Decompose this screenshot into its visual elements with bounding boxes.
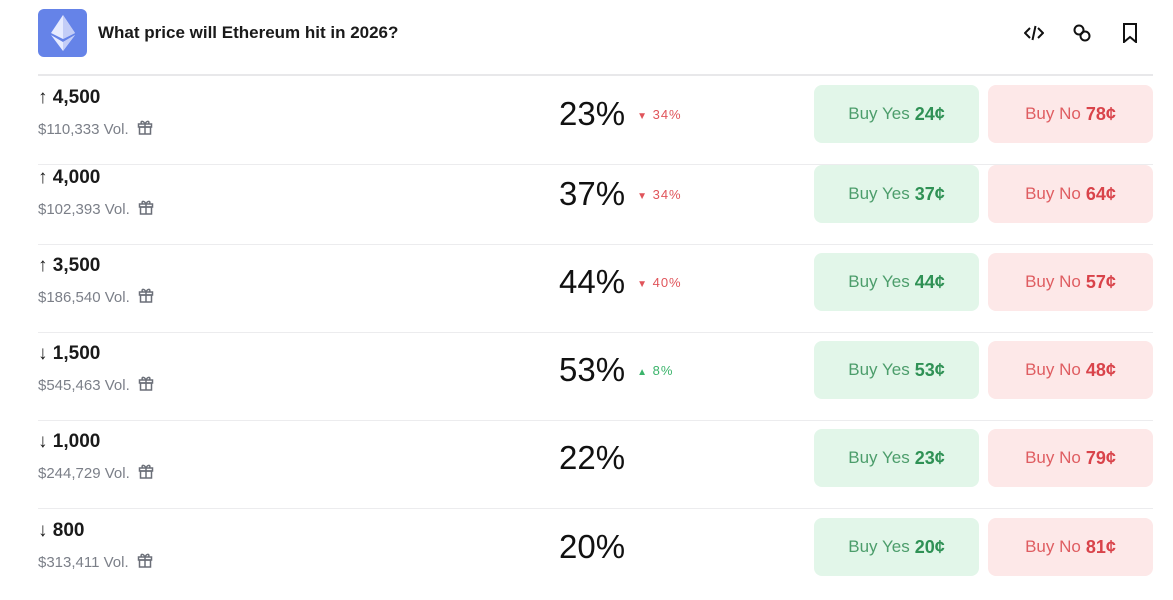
market-label: ↓ 1,500	[38, 343, 100, 365]
buy-yes-button[interactable]: Buy Yes 53¢	[814, 341, 979, 399]
volume: $313,411 Vol.	[38, 553, 129, 571]
arrow-icon: ↓	[38, 431, 48, 452]
change-value: 34%	[652, 186, 682, 202]
chance-percent: 53%	[559, 351, 626, 388]
change-value: 34%	[652, 106, 682, 122]
market-label: ↓ 800	[38, 520, 84, 542]
arrow-icon: ↓	[38, 343, 48, 364]
yes-price: 23¢	[914, 447, 945, 468]
buy-no-button[interactable]: Buy No 81¢	[988, 518, 1153, 576]
yes-price: 20¢	[914, 536, 945, 557]
market-threshold: 1,000	[52, 431, 101, 452]
no-price: 81¢	[1085, 536, 1116, 557]
buy-yes-button[interactable]: Buy Yes 44¢	[814, 253, 979, 311]
arrow-icon: ↑	[38, 255, 48, 276]
triangle-down-icon: ▼	[637, 278, 648, 290]
market-threshold: 4,000	[52, 167, 101, 188]
market-label: ↑ 3,500	[38, 255, 100, 277]
change-badge: ▼ 40%	[637, 275, 682, 290]
buy-no-label: Buy No	[1025, 537, 1081, 556]
yes-price: 44¢	[914, 271, 945, 292]
market-row[interactable]: ↑ 3,500 $186,540 Vol. 44% ▼ 40% Buy Yes 44…	[38, 245, 1153, 333]
buy-no-label: Buy No	[1025, 448, 1081, 467]
volume: $110,333 Vol.	[38, 120, 129, 138]
buy-yes-label: Buy Yes	[848, 184, 910, 203]
gift-icon[interactable]	[138, 463, 154, 483]
gift-icon[interactable]	[138, 375, 154, 395]
gift-icon[interactable]	[138, 199, 154, 219]
market-row[interactable]: ↓ 1,000 $244,729 Vol. 22% Buy Yes 23¢ Buy…	[38, 421, 1153, 509]
market-label: ↑ 4,000	[38, 167, 100, 189]
buy-yes-label: Buy Yes	[848, 104, 910, 123]
gift-icon[interactable]	[137, 119, 153, 139]
volume: $244,729 Vol.	[38, 464, 130, 482]
volume: $545,463 Vol.	[38, 376, 130, 394]
buy-no-button[interactable]: Buy No 78¢	[988, 85, 1153, 143]
change-badge: ▲ 8%	[637, 363, 673, 378]
change-badge: ▼ 34%	[637, 107, 682, 122]
market-threshold: 800	[52, 520, 85, 541]
arrow-icon: ↑	[38, 87, 48, 108]
buy-yes-label: Buy Yes	[848, 537, 910, 556]
embed-code-icon[interactable]	[1023, 22, 1045, 44]
market-label: ↓ 1,000	[38, 431, 100, 453]
market-threshold: 3,500	[52, 255, 101, 276]
chance-percent: 37%	[559, 175, 626, 212]
change-value: 40%	[652, 274, 682, 290]
buy-yes-button[interactable]: Buy Yes 20¢	[814, 518, 979, 576]
link-icon[interactable]	[1071, 22, 1093, 44]
buy-yes-button[interactable]: Buy Yes 37¢	[814, 165, 979, 223]
yes-price: 37¢	[914, 183, 945, 204]
buy-yes-label: Buy Yes	[848, 272, 910, 291]
chance-percent: 44%	[559, 263, 626, 300]
no-price: 57¢	[1085, 271, 1116, 292]
buy-no-label: Buy No	[1025, 104, 1081, 123]
buy-no-label: Buy No	[1025, 360, 1081, 379]
no-price: 48¢	[1085, 359, 1116, 380]
market-row[interactable]: ↓ 800 $313,411 Vol. 20% Buy Yes 20¢ Buy N…	[38, 510, 1153, 598]
buy-no-button[interactable]: Buy No 64¢	[988, 165, 1153, 223]
market-header: What price will Ethereum hit in 2026?	[38, 9, 1153, 76]
gift-icon[interactable]	[137, 552, 153, 572]
buy-yes-button[interactable]: Buy Yes 23¢	[814, 429, 979, 487]
volume: $102,393 Vol.	[38, 200, 130, 218]
triangle-up-icon: ▲	[637, 366, 648, 378]
yes-price: 24¢	[914, 103, 945, 124]
volume: $186,540 Vol.	[38, 288, 130, 306]
triangle-down-icon: ▼	[637, 190, 648, 202]
market-row[interactable]: ↑ 4,500 $110,333 Vol. 23% ▼ 34% Buy Yes 24…	[38, 77, 1153, 165]
buy-no-button[interactable]: Buy No 79¢	[988, 429, 1153, 487]
chance-percent: 23%	[559, 95, 626, 132]
buy-no-button[interactable]: Buy No 48¢	[988, 341, 1153, 399]
change-value: 8%	[652, 362, 674, 378]
buy-yes-button[interactable]: Buy Yes 24¢	[814, 85, 979, 143]
chance-percent: 20%	[559, 528, 626, 565]
arrow-icon: ↓	[38, 520, 48, 541]
market-threshold: 1,500	[52, 343, 101, 364]
market-threshold: 4,500	[52, 87, 101, 108]
page-title: What price will Ethereum hit in 2026?	[98, 23, 399, 42]
buy-yes-label: Buy Yes	[848, 448, 910, 467]
bookmark-icon[interactable]	[1119, 22, 1141, 44]
triangle-down-icon: ▼	[637, 110, 648, 122]
no-price: 78¢	[1085, 103, 1116, 124]
market-label: ↑ 4,500	[38, 87, 100, 109]
gift-icon[interactable]	[138, 287, 154, 307]
change-badge: ▼ 34%	[637, 187, 682, 202]
market-row[interactable]: ↓ 1,500 $545,463 Vol. 53% ▲ 8% Buy Yes 53¢…	[38, 333, 1153, 421]
arrow-icon: ↑	[38, 167, 48, 188]
buy-no-label: Buy No	[1025, 272, 1081, 291]
buy-no-label: Buy No	[1025, 184, 1081, 203]
buy-no-button[interactable]: Buy No 57¢	[988, 253, 1153, 311]
market-row[interactable]: ↑ 4,000 $102,393 Vol. 37% ▼ 34% Buy Yes 37…	[38, 157, 1153, 245]
no-price: 79¢	[1085, 447, 1116, 468]
buy-yes-label: Buy Yes	[848, 360, 910, 379]
chance-percent: 22%	[559, 439, 626, 476]
ethereum-logo-icon	[38, 9, 87, 57]
no-price: 64¢	[1085, 183, 1116, 204]
yes-price: 53¢	[914, 359, 945, 380]
